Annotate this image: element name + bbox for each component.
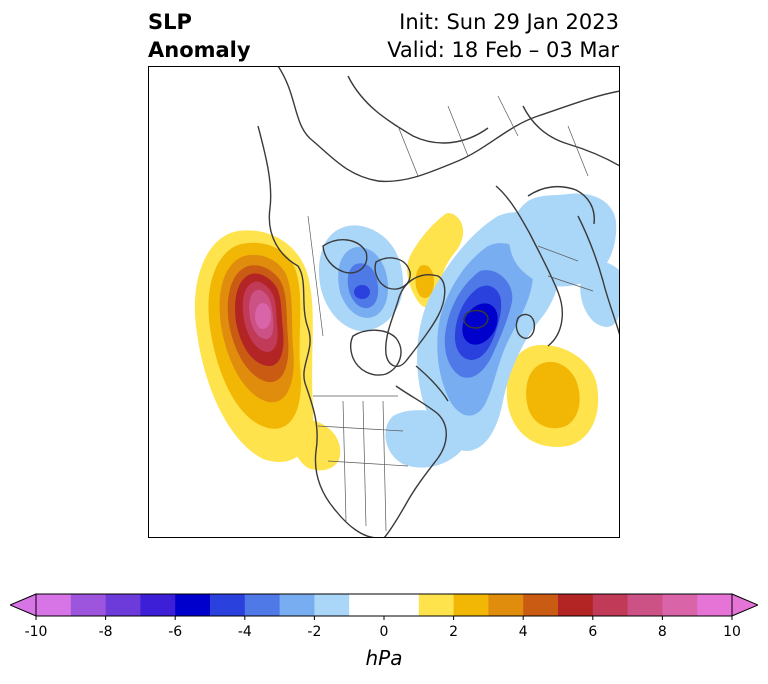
map-title: SLP Anomaly [148, 8, 251, 64]
title-line-1: SLP [148, 10, 192, 34]
colorbar-bin [140, 594, 176, 616]
slp-anomaly-map [148, 66, 620, 538]
colorbar-tick-label: -4 [237, 624, 252, 640]
colorbar-bin [453, 594, 489, 616]
coastlines [257, 66, 620, 538]
colorbar-bin [279, 594, 315, 616]
colorbar-tick-label: 2 [449, 624, 459, 640]
colorbar-tick-label: 10 [723, 624, 741, 640]
colorbar-bin [488, 594, 524, 616]
forecast-dates: Init: Sun 29 Jan 2023 Valid: 18 Feb – 03… [387, 8, 619, 64]
map-frame [148, 66, 620, 538]
low-anomaly-eastern-north-america [385, 410, 466, 468]
colorbar-bin [662, 594, 698, 616]
high-anomaly-central-atlantic [506, 345, 599, 447]
colorbar-bin [558, 594, 594, 616]
colorbar-tick-label: -8 [98, 624, 113, 640]
colorbar-tick-label: 6 [588, 624, 598, 640]
title-line-2: Anomaly [148, 38, 251, 62]
high-anomaly-gulf-of-alaska [194, 230, 314, 463]
colorbar-bin [244, 594, 281, 616]
low-anomaly-northern-europe [509, 193, 620, 327]
colorbar-svg [8, 593, 760, 620]
colorbar-units: hPa [365, 646, 403, 670]
colorbar-tick-label: 0 [379, 624, 389, 640]
colorbar-bin [592, 594, 629, 616]
colorbar-bin [70, 594, 107, 616]
colorbar-bin [36, 594, 72, 616]
colorbar-bin [418, 594, 455, 616]
colorbar-bin [105, 594, 141, 616]
init-date: Init: Sun 29 Jan 2023 [399, 10, 619, 34]
colorbar-bin [627, 594, 663, 616]
colorbar-tick-label: -2 [307, 624, 322, 640]
colorbar-bin [314, 594, 350, 616]
colorbar-bin [523, 594, 559, 616]
colorbar-extend-min [8, 593, 37, 617]
high-anomaly-greenland-sea [407, 212, 464, 308]
colorbar-bin [697, 594, 733, 616]
colorbar-bin [175, 594, 211, 616]
colorbar-bin [210, 594, 246, 616]
colorbar-tick-label: -10 [24, 624, 48, 640]
colorbar-tick-label: 8 [657, 624, 667, 640]
political-borders [307, 95, 594, 532]
colorbar-extend-max [731, 593, 760, 617]
map-svg [148, 66, 620, 538]
valid-range: Valid: 18 Feb – 03 Mar [387, 38, 619, 62]
colorbar [8, 590, 760, 620]
colorbar-tick-label: 4 [518, 624, 528, 640]
colorbar-tick-label: -6 [168, 624, 183, 640]
colorbar-bin [349, 594, 420, 616]
